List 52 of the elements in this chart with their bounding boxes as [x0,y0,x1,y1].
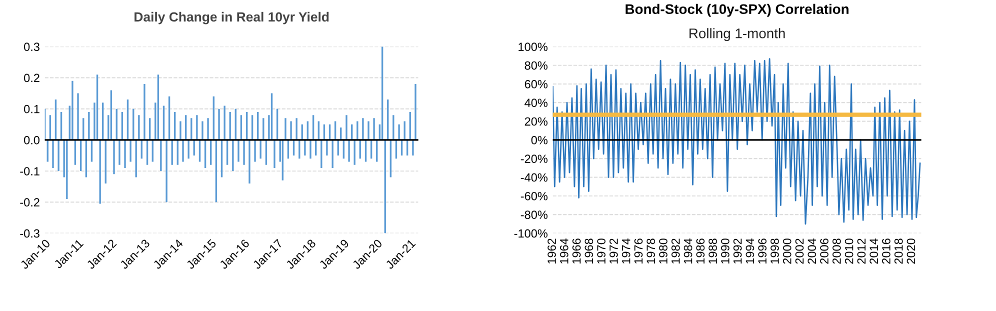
y-tick-label: 0% [531,136,548,144]
x-tick-label: 1996 [758,238,767,264]
x-tick-label: 1980 [659,238,668,264]
y-tick-label: -80% [520,210,548,219]
line-series [552,58,921,225]
x-tick-label: 1976 [634,238,643,264]
x-tick-label: 1968 [584,238,594,264]
x-tick-label: 2004 [808,238,816,264]
y-tick-label: 60% [524,80,548,88]
x-tick-label: 2006 [820,238,828,264]
y-tick-label: -0.1 [20,167,40,176]
x-tick-label: 1984 [684,238,692,264]
x-tick-label: 2016 [882,238,890,264]
y-tick-label: 0.1 [24,104,40,114]
x-tick-label: 1998 [770,238,779,264]
y-tick-label: 100% [518,42,548,52]
chart-title: Bond-Stock (10y-SPX) Correlation [626,4,848,17]
y-tick-label: 0.2 [24,74,40,82]
x-tick-label: 1972 [610,238,618,264]
y-tick-label: -60% [520,192,548,200]
x-tick-label: 1974 [622,238,630,264]
x-tick-label: 2014 [870,238,878,264]
x-tick-label: 2002 [795,238,804,264]
chart-title: Daily Change in Real 10yr Yield [134,12,329,24]
x-tick-label: 2008 [832,238,841,264]
y-tick-label: -40% [520,173,548,182]
y-tick-label: -20% [520,154,548,164]
x-tick-label: 2018 [894,238,903,264]
x-tick-label: 2012 [857,238,866,264]
x-tick-label: 1986 [696,238,705,264]
y-tick-label: 40% [524,98,548,108]
x-tick-label: 1970 [597,238,606,264]
y-tick-label: -100% [514,229,548,238]
y-tick-label: 80% [524,61,548,70]
x-tick-label: 1982 [671,238,680,264]
x-tick-label: 1964 [560,238,568,264]
y-tick-label: -0.3 [20,229,40,238]
x-tick-label: 1966 [572,238,581,264]
y-tick-label: -0.2 [20,198,40,207]
x-tick-label: 1962 [548,238,556,264]
y-tick-label: 0.0 [24,136,40,144]
chart-subtitle: Rolling 1-month [690,28,785,42]
x-tick-label: 1988 [708,238,717,264]
y-tick-label: 20% [524,117,548,126]
x-tick-label: 1992 [733,238,742,264]
x-tick-label: 1994 [746,238,754,264]
x-tick-label: 1978 [646,238,656,264]
x-tick-label: 2000 [782,238,792,264]
x-tick-label: 2010 [844,238,854,264]
x-tick-label: 1990 [721,238,730,264]
x-tick-label: 2020 [906,238,916,264]
y-tick-label: 0.3 [24,42,40,52]
